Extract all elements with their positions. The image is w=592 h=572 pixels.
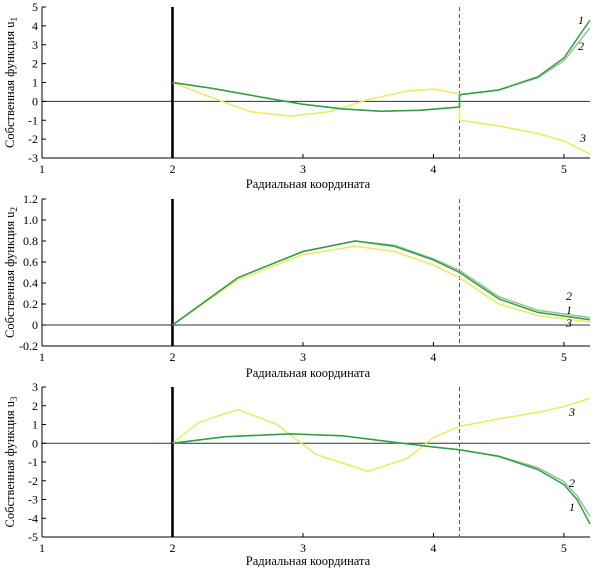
curve-label-3: 3 — [568, 405, 575, 419]
y-tick-label: 0.2 — [23, 297, 38, 311]
x-tick-label: 2 — [169, 350, 175, 364]
y-tick-label: 0.4 — [23, 276, 38, 290]
y-tick-label: -1 — [28, 113, 38, 127]
series-2-line — [172, 433, 591, 517]
curve-label-2: 2 — [578, 39, 584, 53]
panel-u1: 1 2 3 4 5 -3 -2 -1 0 1 2 3 4 5 Радиальная координата Со… — [3, 0, 591, 191]
y-tick-label: -2 — [28, 132, 38, 146]
y-tick-label: -3 — [28, 151, 38, 165]
y-tick-label: -0.2 — [19, 339, 38, 353]
x-tick-label: 1 — [39, 162, 45, 176]
series-1-line — [172, 240, 591, 326]
y-tick-label: 4 — [32, 19, 38, 33]
x-tick-label: 1 — [39, 541, 45, 555]
x-tick-label: 4 — [430, 350, 436, 364]
y-tick-label: 1 — [32, 76, 38, 90]
series-3-line — [172, 81, 591, 155]
curve-label-1: 1 — [578, 13, 584, 27]
y-tick-label: -3 — [28, 493, 38, 507]
x-tick-label: 5 — [561, 162, 567, 176]
series-3-line — [172, 245, 591, 326]
y-tick-label: 1.0 — [23, 213, 38, 227]
y-tick-label: 0 — [32, 436, 38, 450]
x-tick-label: 3 — [300, 541, 306, 555]
x-tick-label: 4 — [430, 541, 436, 555]
y-tick-label: 2 — [32, 57, 38, 71]
curve-label-2: 2 — [566, 289, 572, 303]
y-tick-label: 0 — [32, 318, 38, 332]
x-tick-label: 1 — [39, 350, 45, 364]
y-tick-label: 0 — [32, 94, 38, 108]
y-tick-label: 1 — [32, 418, 38, 432]
x-tick-label: 3 — [300, 162, 306, 176]
y-tick-label: 3 — [32, 38, 38, 52]
y-tick-label: 1.2 — [23, 192, 38, 206]
y-tick-label: 0.8 — [23, 234, 38, 248]
series-1-line — [172, 433, 591, 525]
y-tick-label: 3 — [32, 380, 38, 394]
x-tick-label: 2 — [169, 541, 175, 555]
x-axis-label: Радиальная координата — [246, 177, 371, 191]
series-3-line — [172, 397, 591, 473]
x-tick-label: 5 — [561, 350, 567, 364]
x-axis-label: Радиальная координата — [246, 366, 371, 380]
y-tick-label: -5 — [28, 530, 38, 544]
series-1-line — [172, 19, 591, 112]
curve-label-1: 1 — [569, 500, 575, 514]
x-tick-label: 5 — [561, 541, 567, 555]
curve-label-1: 1 — [566, 303, 572, 317]
x-tick-label: 2 — [169, 162, 175, 176]
curve-label-2: 2 — [569, 476, 575, 490]
curve-label-3: 3 — [579, 131, 586, 145]
x-tick-label: 4 — [430, 162, 436, 176]
x-tick-label: 3 — [300, 350, 306, 364]
y-axis-label: Собственная функция u2 — [3, 207, 19, 338]
y-tick-label: -2 — [28, 474, 38, 488]
y-tick-label: -1 — [28, 455, 38, 469]
x-axis-label: Радиальная координата — [246, 554, 371, 568]
y-tick-label: 0.6 — [23, 255, 38, 269]
y-tick-label: 5 — [32, 0, 38, 14]
y-tick-label: -4 — [28, 511, 38, 525]
series-2-line — [172, 27, 591, 112]
y-tick-label: 2 — [32, 399, 38, 413]
y-axis-label: Собственная функция u3 — [3, 396, 19, 527]
curve-label-3: 3 — [565, 316, 572, 330]
y-axis-label: Собственная функция u1 — [3, 17, 19, 148]
